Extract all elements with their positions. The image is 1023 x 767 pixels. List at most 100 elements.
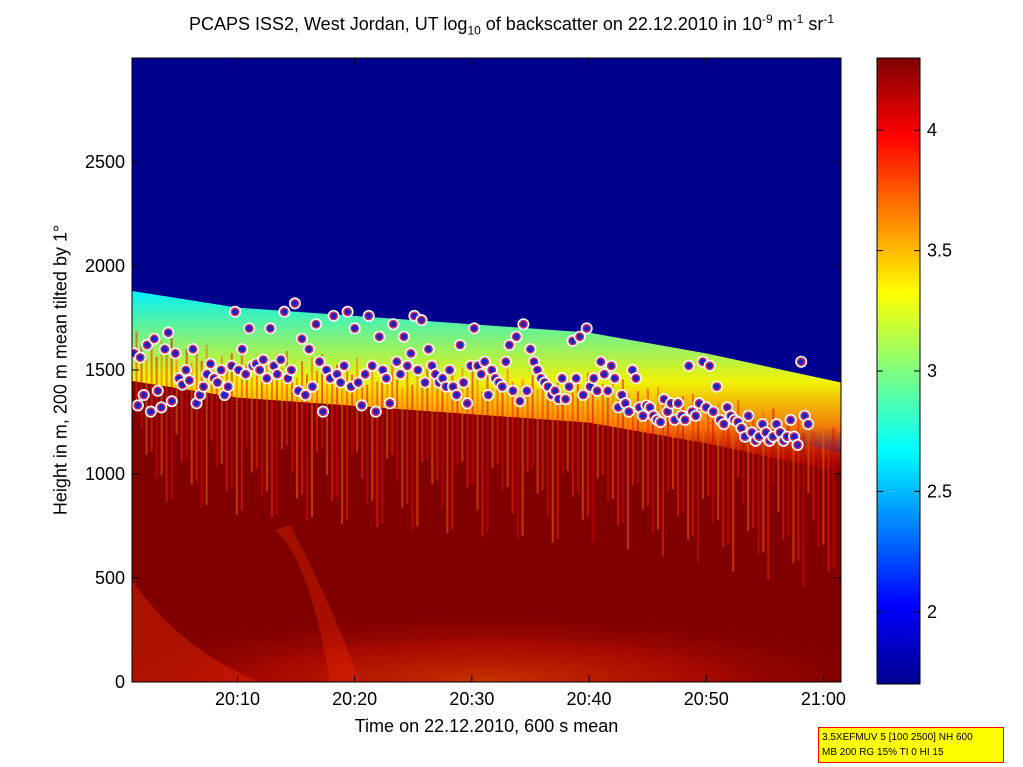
streak bbox=[471, 365, 474, 484]
streak bbox=[662, 400, 664, 557]
streak bbox=[436, 361, 439, 481]
marker-ring bbox=[361, 370, 370, 379]
streak bbox=[707, 405, 710, 496]
y-axis: 0 500 1000 1500 2000 2500 bbox=[85, 152, 841, 692]
marker-ring bbox=[153, 386, 162, 395]
title-unit1: m bbox=[772, 14, 793, 34]
marker-ring bbox=[399, 332, 408, 341]
streak bbox=[215, 372, 218, 468]
streak bbox=[672, 398, 674, 489]
streak bbox=[416, 368, 419, 527]
y-axis-label: Height in m, 200 m mean tilted by 1° bbox=[50, 224, 71, 516]
marker-ring bbox=[206, 359, 215, 368]
streak bbox=[386, 378, 389, 459]
streak bbox=[506, 368, 509, 487]
marker-ring bbox=[343, 307, 352, 316]
streak bbox=[260, 374, 263, 495]
marker-ring bbox=[445, 365, 454, 375]
streak bbox=[331, 381, 334, 502]
streak bbox=[712, 419, 715, 523]
streak bbox=[496, 372, 499, 465]
streak bbox=[812, 431, 815, 521]
streak bbox=[626, 393, 629, 550]
streak bbox=[306, 374, 308, 521]
streak bbox=[692, 393, 695, 537]
streak bbox=[145, 359, 148, 455]
marker-ring bbox=[631, 374, 641, 383]
streak bbox=[697, 407, 700, 564]
streak bbox=[255, 360, 258, 469]
streak bbox=[687, 410, 690, 540]
marker-ring bbox=[508, 386, 518, 395]
streak bbox=[250, 377, 253, 473]
streak bbox=[641, 404, 644, 509]
streak bbox=[245, 364, 248, 447]
marker-ring bbox=[681, 415, 690, 424]
streak bbox=[526, 392, 529, 472]
marker-ring bbox=[812, 0, 819, 4]
marker-ring bbox=[287, 365, 296, 375]
marker-ring bbox=[364, 311, 373, 320]
marker-ring bbox=[290, 299, 299, 308]
marker-ring bbox=[603, 386, 612, 395]
marker-ring bbox=[610, 374, 619, 383]
streak bbox=[150, 342, 153, 452]
streak bbox=[321, 354, 323, 449]
streak bbox=[742, 414, 745, 504]
streak bbox=[596, 399, 599, 479]
streak bbox=[541, 372, 544, 491]
marker-ring bbox=[470, 324, 479, 333]
marker-ring bbox=[526, 345, 535, 354]
streak bbox=[280, 367, 283, 450]
streak bbox=[611, 381, 614, 499]
streak bbox=[170, 338, 173, 499]
marker-ring bbox=[266, 324, 275, 333]
marker-ring bbox=[315, 357, 324, 366]
marker-ring bbox=[357, 401, 366, 410]
marker-ring bbox=[624, 407, 634, 416]
streak bbox=[451, 371, 454, 530]
marker-ring bbox=[501, 357, 510, 366]
marker-ring bbox=[417, 316, 426, 325]
marker-ring bbox=[139, 390, 148, 400]
marker-ring bbox=[804, 420, 813, 429]
marker-ring bbox=[350, 324, 359, 333]
streak bbox=[737, 400, 740, 478]
marker-ring bbox=[213, 378, 222, 387]
marker-ring bbox=[164, 328, 173, 337]
info-line-1: 3.5XEFMUV 5 [100 2500] NH 600 bbox=[822, 732, 973, 743]
streak bbox=[195, 347, 198, 482]
marker-ring bbox=[241, 370, 250, 379]
streak bbox=[240, 350, 243, 511]
marker-ring bbox=[308, 382, 317, 391]
marker-ring bbox=[515, 397, 525, 406]
marker-ring bbox=[519, 320, 528, 329]
streak bbox=[561, 395, 564, 475]
marker-ring bbox=[217, 365, 226, 375]
marker-ring bbox=[424, 345, 433, 354]
colorbar-tick-label: 3 bbox=[927, 361, 937, 381]
streak bbox=[621, 379, 624, 523]
colorbar-tick-label: 2 bbox=[927, 602, 937, 622]
marker-ring bbox=[684, 361, 693, 370]
marker-ring bbox=[171, 349, 180, 358]
streak bbox=[727, 401, 730, 544]
marker-point bbox=[821, 0, 831, 5]
marker-ring bbox=[340, 361, 349, 370]
streak bbox=[456, 385, 459, 465]
streak bbox=[556, 382, 559, 540]
x-tick-label: 20:30 bbox=[449, 689, 494, 709]
streak bbox=[822, 429, 825, 545]
marker-ring bbox=[181, 365, 190, 375]
plume-mid bbox=[275, 525, 360, 682]
x-axis: 20:10 20:20 20:30 20:40 20:50 21:00 bbox=[215, 58, 846, 709]
x-tick-label: 20:20 bbox=[332, 689, 377, 709]
marker-ring bbox=[836, 0, 843, 4]
streak bbox=[155, 356, 158, 479]
marker-ring bbox=[829, 0, 836, 4]
streak bbox=[466, 381, 469, 488]
marker-ring bbox=[231, 307, 240, 316]
streak bbox=[461, 368, 464, 462]
marker-ring bbox=[389, 320, 398, 329]
title-exp3: -1 bbox=[823, 12, 835, 26]
